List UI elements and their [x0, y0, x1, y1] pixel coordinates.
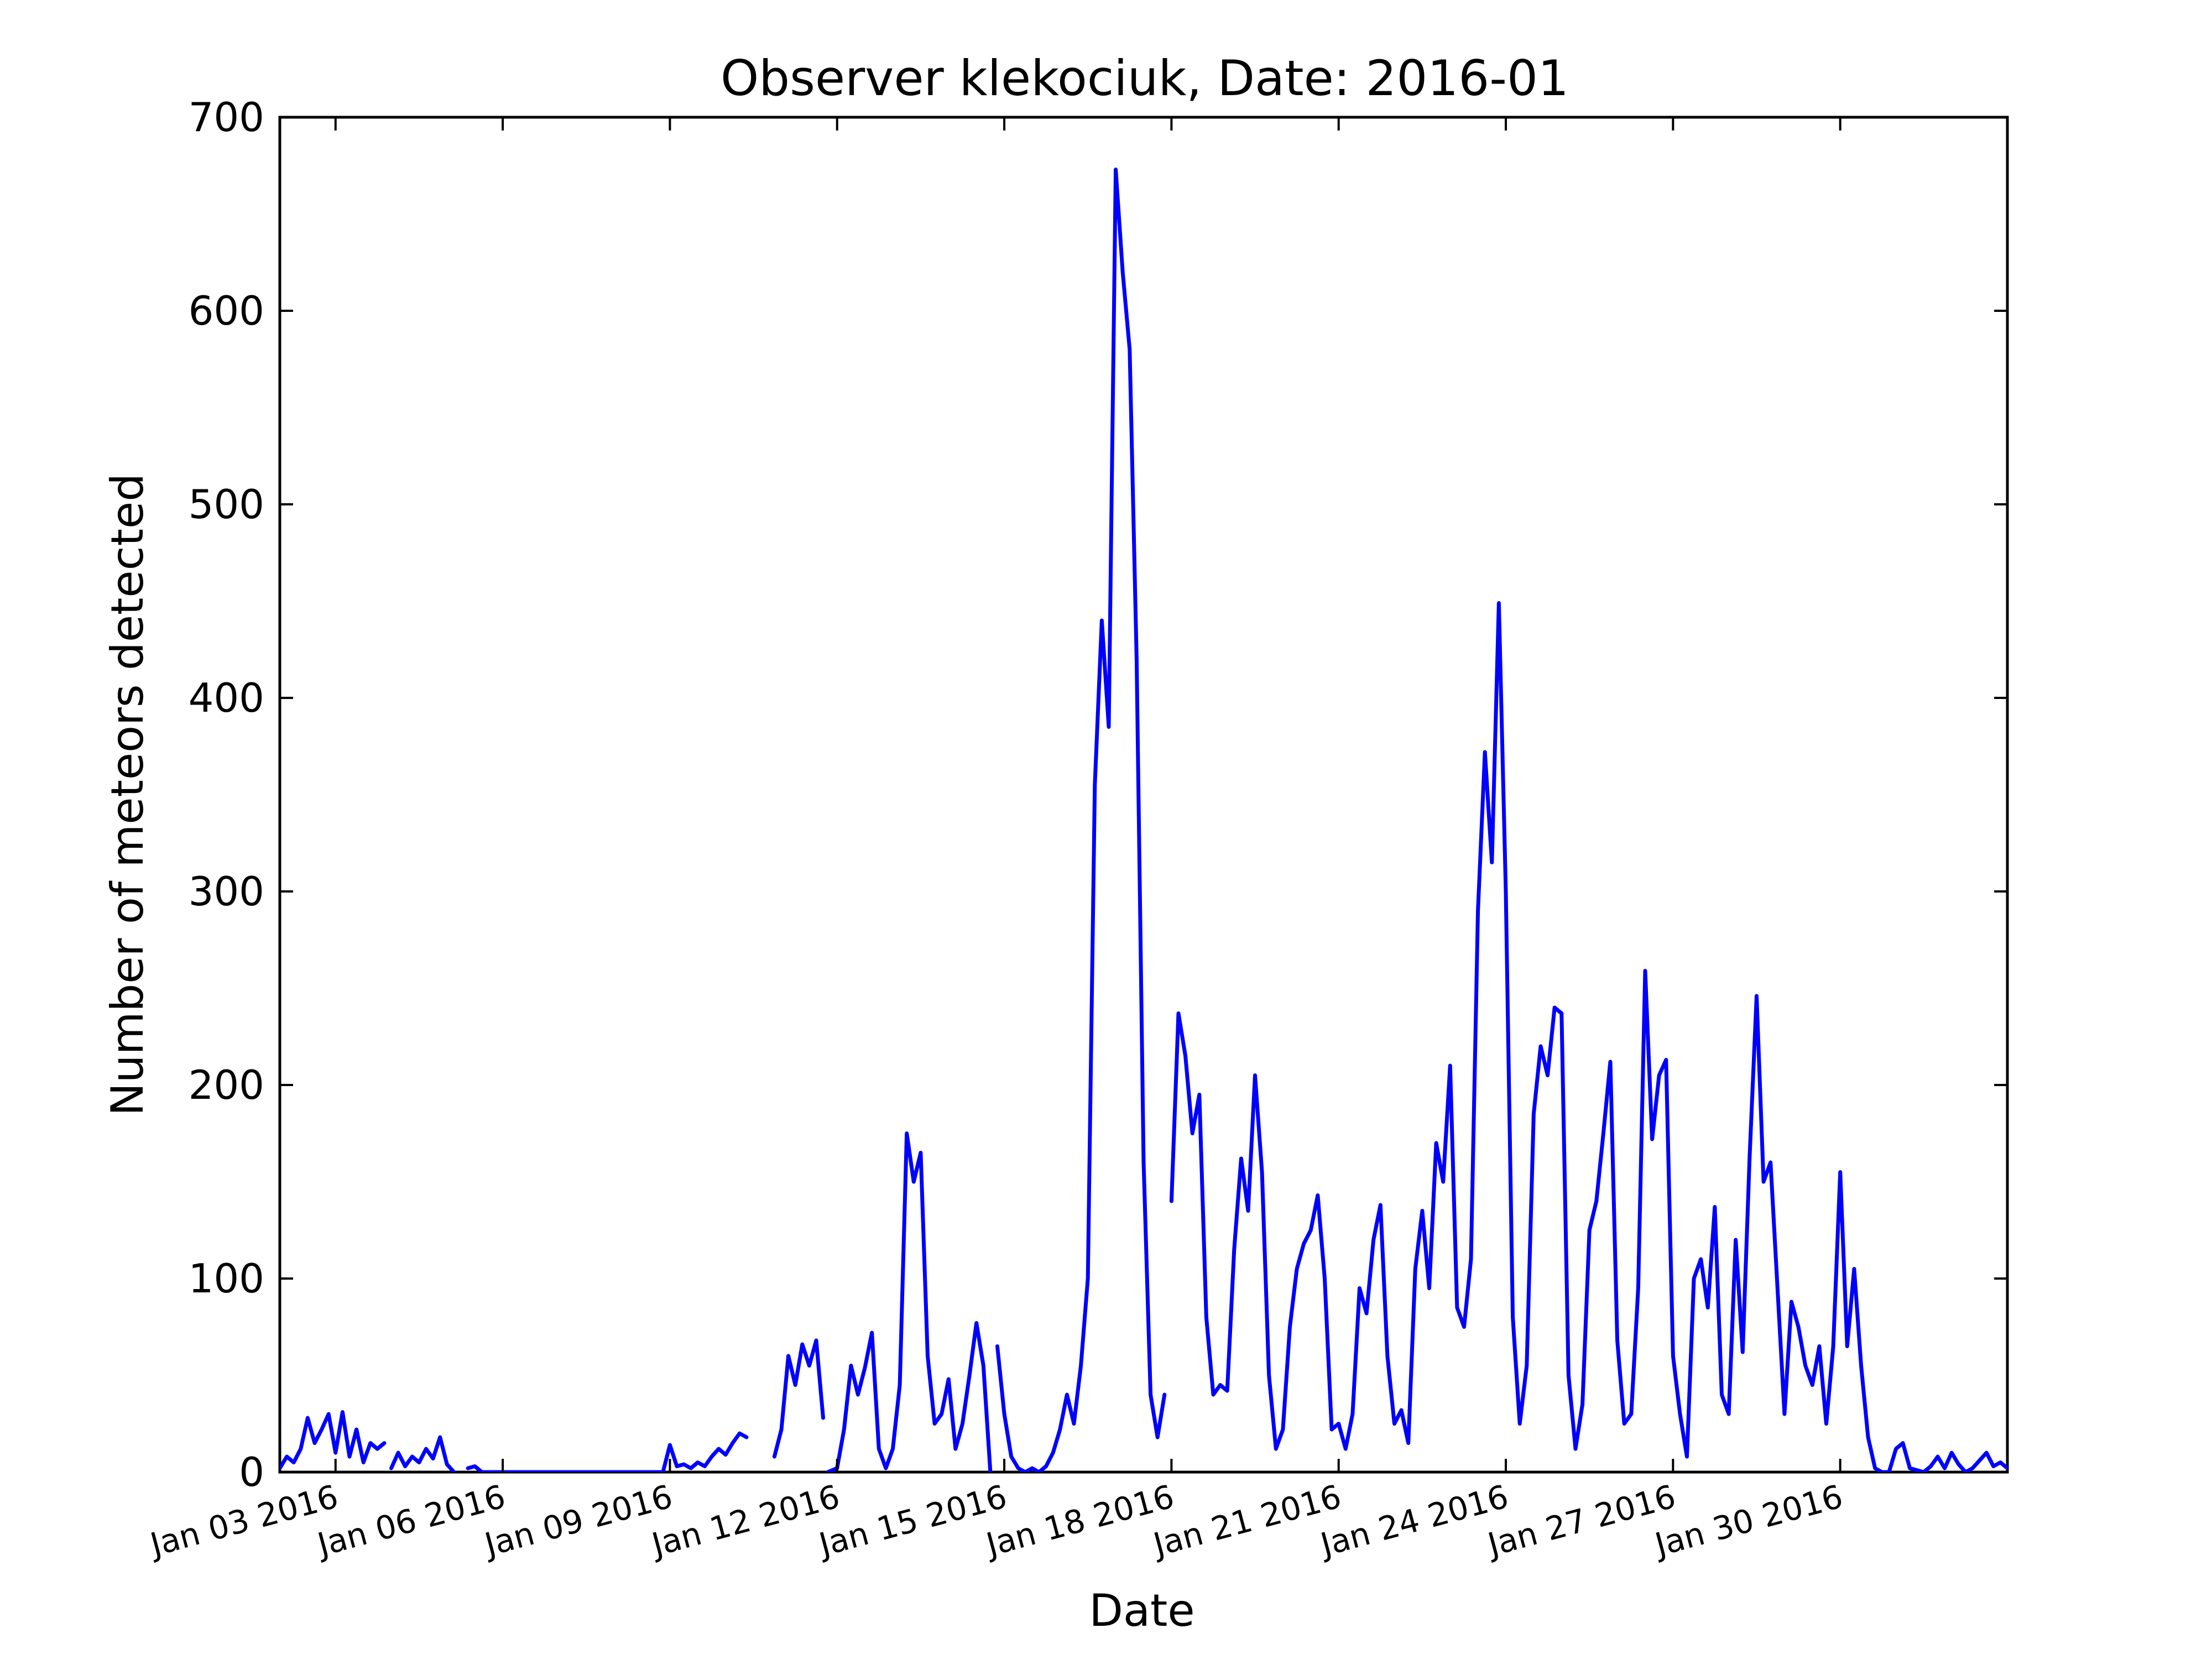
x-tick-label: Jan 12 2016	[646, 1478, 843, 1564]
chart-title: Observer klekociuk, Date: 2016-01	[721, 50, 1569, 107]
y-tick-label: 0	[239, 1449, 264, 1495]
x-tick-label: Jan 09 2016	[479, 1478, 676, 1564]
y-tick-label: 200	[189, 1062, 264, 1108]
x-tick-label: Jan 21 2016	[1148, 1478, 1345, 1564]
y-tick-label: 500	[189, 481, 264, 528]
series-line-segment	[389, 1435, 456, 1472]
x-tick-label: Jan 30 2016	[1650, 1478, 1846, 1564]
y-tick-label: 300	[189, 868, 264, 915]
plot-area	[278, 116, 2009, 1474]
series-line-segment	[280, 1410, 387, 1470]
series-line-segment	[826, 1131, 993, 1472]
y-axis: 0 100 200 300 400 500 600 700	[189, 94, 2007, 1495]
x-tick-label: Jan 15 2016	[813, 1478, 1010, 1564]
series-line-segment	[772, 1338, 825, 1459]
x-tick-label: Jan 18 2016	[981, 1478, 1178, 1564]
x-tick-label: Jan 06 2016	[312, 1478, 509, 1564]
x-tick-label: Jan 27 2016	[1483, 1478, 1679, 1564]
y-axis-label: Number of meteors detected	[102, 473, 153, 1116]
y-tick-label: 700	[189, 94, 264, 140]
x-tick-label: Jan 24 2016	[1315, 1478, 1512, 1564]
y-tick-label: 600	[189, 288, 264, 334]
x-axis-label: Date	[1089, 1585, 1194, 1636]
y-tick-label: 100	[189, 1255, 264, 1302]
series-group	[280, 168, 2007, 1472]
series-line-segment	[466, 1431, 749, 1472]
y-tick-label: 400	[189, 675, 264, 721]
series-line-segment	[1169, 601, 2007, 1472]
plot-frame	[278, 116, 2009, 1474]
series-line-segment	[995, 168, 1167, 1472]
